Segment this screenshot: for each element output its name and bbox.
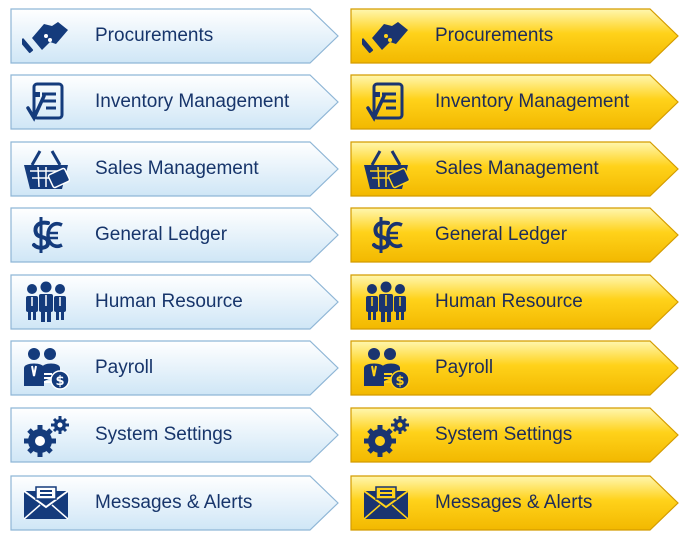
menu-item-general-ledger[interactable]: General Ledger	[10, 207, 340, 263]
menu-item-system-settings[interactable]: System Settings	[350, 407, 680, 463]
people-group-icon	[22, 280, 70, 324]
payroll-icon: $	[22, 346, 70, 390]
menu-item-label: System Settings	[95, 424, 233, 445]
menu-item-payroll[interactable]: $ Payroll	[350, 340, 680, 396]
menu-item-label: Inventory Management	[435, 91, 630, 112]
arrow-button-shape	[350, 207, 679, 263]
currency-icon	[22, 213, 70, 257]
gears-icon	[362, 413, 410, 457]
menu-item-label: Human Resource	[435, 291, 583, 312]
menu-item-label: General Ledger	[95, 224, 228, 245]
handshake-icon	[362, 14, 410, 58]
envelope-icon	[362, 481, 410, 525]
currency-icon	[362, 213, 410, 257]
gears-icon	[22, 413, 70, 457]
menu-item-sales-management[interactable]: Sales Management	[10, 141, 340, 197]
people-group-icon	[362, 280, 410, 324]
shopping-basket-icon	[22, 147, 70, 191]
arrow-button-shape	[10, 141, 339, 197]
menu-item-human-resource[interactable]: Human Resource	[10, 274, 340, 330]
document-check-icon	[22, 80, 70, 124]
menu-item-procurements[interactable]: Procurements	[10, 8, 340, 64]
menu-item-system-settings[interactable]: System Settings	[10, 407, 340, 463]
arrow-button-shape	[10, 407, 339, 463]
menu-item-human-resource[interactable]: Human Resource	[350, 274, 680, 330]
shopping-basket-icon	[362, 147, 410, 191]
arrow-button-shape	[10, 74, 339, 130]
arrow-button-shape	[10, 475, 339, 531]
menu-item-label: Messages & Alerts	[435, 492, 593, 513]
document-check-icon	[362, 80, 410, 124]
menu-item-label: Sales Management	[435, 158, 599, 179]
arrow-button-shape	[10, 274, 339, 330]
svg-text:$: $	[395, 374, 404, 389]
menu-item-procurements[interactable]: Procurements	[350, 8, 680, 64]
arrow-button-shape	[350, 8, 679, 64]
menu-item-label: Messages & Alerts	[95, 492, 253, 513]
svg-text:$: $	[55, 374, 64, 389]
arrow-button-shape	[350, 340, 679, 396]
menu-item-label: Sales Management	[95, 158, 259, 179]
menu-item-label: System Settings	[435, 424, 573, 445]
menu-item-payroll[interactable]: $ Payroll	[10, 340, 340, 396]
menu-item-label: Payroll	[95, 357, 154, 378]
arrow-button-shape	[10, 8, 339, 64]
menu-item-label: Payroll	[435, 357, 494, 378]
arrow-button-shape	[350, 74, 679, 130]
arrow-button-shape	[10, 340, 339, 396]
menu-item-messages-alerts[interactable]: Messages & Alerts	[350, 475, 680, 531]
menu-item-label: Human Resource	[95, 291, 243, 312]
payroll-icon: $	[362, 346, 410, 390]
menu-item-inventory-management[interactable]: Inventory Management	[10, 74, 340, 130]
menu-item-general-ledger[interactable]: General Ledger	[350, 207, 680, 263]
menu-item-label: Inventory Management	[95, 91, 290, 112]
arrow-button-shape	[350, 407, 679, 463]
menu-item-label: Procurements	[435, 25, 554, 46]
handshake-icon	[22, 14, 70, 58]
arrow-button-shape	[10, 207, 339, 263]
envelope-icon	[22, 481, 70, 525]
menu-item-messages-alerts[interactable]: Messages & Alerts	[10, 475, 340, 531]
arrow-button-shape	[350, 141, 679, 197]
arrow-button-shape	[350, 274, 679, 330]
menu-item-inventory-management[interactable]: Inventory Management	[350, 74, 680, 130]
menu-item-label: Procurements	[95, 25, 214, 46]
arrow-button-shape	[350, 475, 679, 531]
menu-item-label: General Ledger	[435, 224, 568, 245]
menu-item-sales-management[interactable]: Sales Management	[350, 141, 680, 197]
